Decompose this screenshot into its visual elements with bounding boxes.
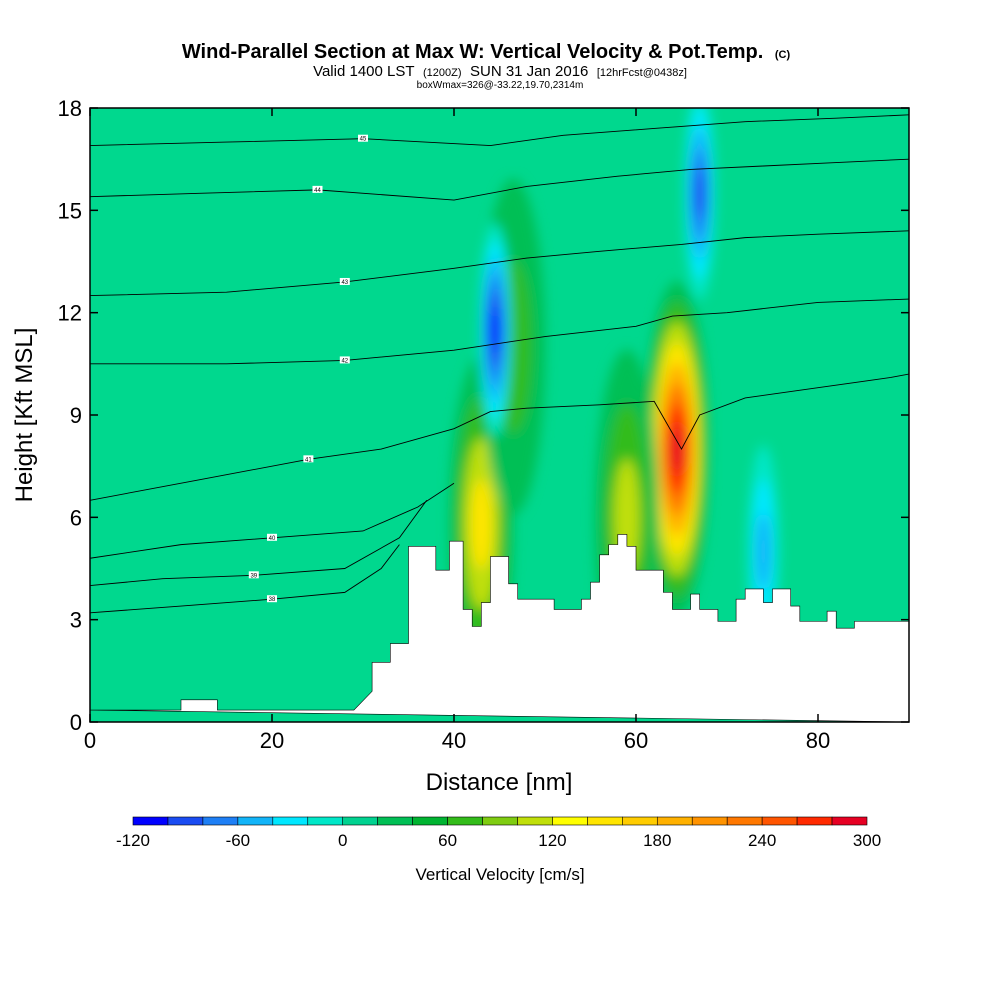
terrain — [90, 534, 909, 722]
colorbar-tick-label: -120 — [116, 831, 150, 850]
theta-label-41: 41 — [305, 457, 312, 463]
colorbar-segment — [412, 816, 448, 826]
theta-label-44: 44 — [314, 188, 321, 194]
y-tick-label: 12 — [58, 301, 82, 326]
theta-label-bg — [339, 277, 350, 285]
theta-label-bg — [267, 533, 277, 541]
chart-subtitle: Valid 1400 LST (1200Z) SUN 31 Jan 2016 [… — [313, 63, 687, 80]
colorbar-segment — [272, 816, 309, 826]
theta-label-42: 42 — [341, 358, 348, 364]
colorbar-segment — [307, 816, 344, 826]
colorbar-segment — [482, 816, 518, 826]
colorbar-segment — [587, 816, 623, 826]
colorbar-segment — [761, 816, 798, 826]
colorbar-segment — [342, 816, 378, 826]
colorbar-segment — [132, 816, 169, 826]
theta-label-bg — [358, 134, 368, 142]
colorbar-segment — [622, 816, 658, 826]
colorbar-tick-label: 120 — [538, 831, 566, 850]
chart-title: Wind-Parallel Section at Max W: Vertical… — [182, 41, 791, 63]
colorbar-tick-label: 180 — [643, 831, 671, 850]
theta-label-bg — [303, 455, 314, 463]
x-tick-label: 20 — [260, 728, 284, 753]
axis-ticks: 0 20 40 60 80 0 3 6 9 12 15 18 — [58, 96, 909, 753]
x-tick-label: 80 — [806, 728, 830, 753]
theta-label-bg — [339, 356, 350, 364]
theta-contour-41 — [90, 373, 909, 501]
colorbar-title: Vertical Velocity [cm/s] — [415, 865, 584, 884]
theta-contour-42 — [90, 298, 909, 365]
downdraft-1-level-4 — [694, 168, 706, 218]
theta-label-38: 38 — [269, 597, 276, 603]
theta-contour-39 — [90, 500, 428, 587]
downdraft-2-level-2 — [756, 513, 771, 590]
x-tick-label: 60 — [624, 728, 648, 753]
x-axis-title: Distance [nm] — [426, 769, 573, 796]
colorbar-segment — [796, 816, 833, 826]
updraft-0-level-7 — [670, 424, 684, 474]
colorbar-tick-label: 0 — [338, 831, 347, 850]
theta-contour-43 — [90, 230, 909, 297]
colorbar-segment — [377, 816, 413, 826]
theta-label-45: 45 — [360, 137, 367, 143]
theta-label-43: 43 — [341, 280, 348, 286]
y-tick-label: 9 — [70, 403, 82, 428]
colorbar-tick-label: 300 — [853, 831, 881, 850]
colorbar-segment — [202, 816, 239, 826]
title-copyright-mark: (C) — [775, 49, 791, 61]
theta-contour-45 — [90, 114, 909, 146]
y-tick-label: 3 — [70, 608, 82, 633]
colorbar-segment — [691, 816, 728, 826]
y-tick-label: 6 — [70, 505, 82, 530]
plot-area: 38 39 40 41 42 43 44 45 — [90, 108, 909, 722]
colorbar-tick-label: 240 — [748, 831, 776, 850]
updraft-1-level-3 — [471, 479, 492, 570]
potential-temperature-contours: 38 39 40 41 42 43 44 45 — [90, 114, 909, 614]
chart-subtitle-box-wmax: boxWmax=326@-33.22,19.70,2314m — [417, 80, 584, 91]
colorbar-segment — [656, 816, 693, 826]
colorbar-segment — [237, 816, 274, 826]
theta-label-40: 40 — [269, 536, 276, 542]
colorbar-tick-label: 60 — [438, 831, 457, 850]
colorbar-segment — [831, 816, 868, 826]
colorbar-segment — [167, 816, 204, 826]
colorbar-segment — [552, 816, 588, 826]
downdraft-0-level-5 — [489, 308, 501, 351]
theta-label-bg — [267, 595, 277, 603]
theta-contour-38 — [90, 544, 400, 614]
x-tick-label: 40 — [442, 728, 466, 753]
theta-label-bg — [248, 571, 259, 579]
y-tick-label: 0 — [70, 710, 82, 735]
colorbar: -120 -60 0 60 120 180 240 300 — [116, 816, 881, 850]
theta-contour-44 — [90, 158, 909, 201]
colorbar-segment — [726, 816, 763, 826]
colorbar-segment — [447, 816, 483, 826]
x-tick-label: 0 — [84, 728, 96, 753]
y-tick-label: 18 — [58, 96, 82, 121]
y-tick-label: 15 — [58, 198, 82, 223]
theta-label-bg — [312, 185, 323, 193]
theta-label-39: 39 — [250, 573, 257, 579]
theta-contour-40 — [90, 482, 455, 559]
colorbar-tick-label: -60 — [226, 831, 251, 850]
colorbar-segment — [517, 816, 553, 826]
y-axis-title: Height [Kft MSL] — [11, 328, 38, 503]
